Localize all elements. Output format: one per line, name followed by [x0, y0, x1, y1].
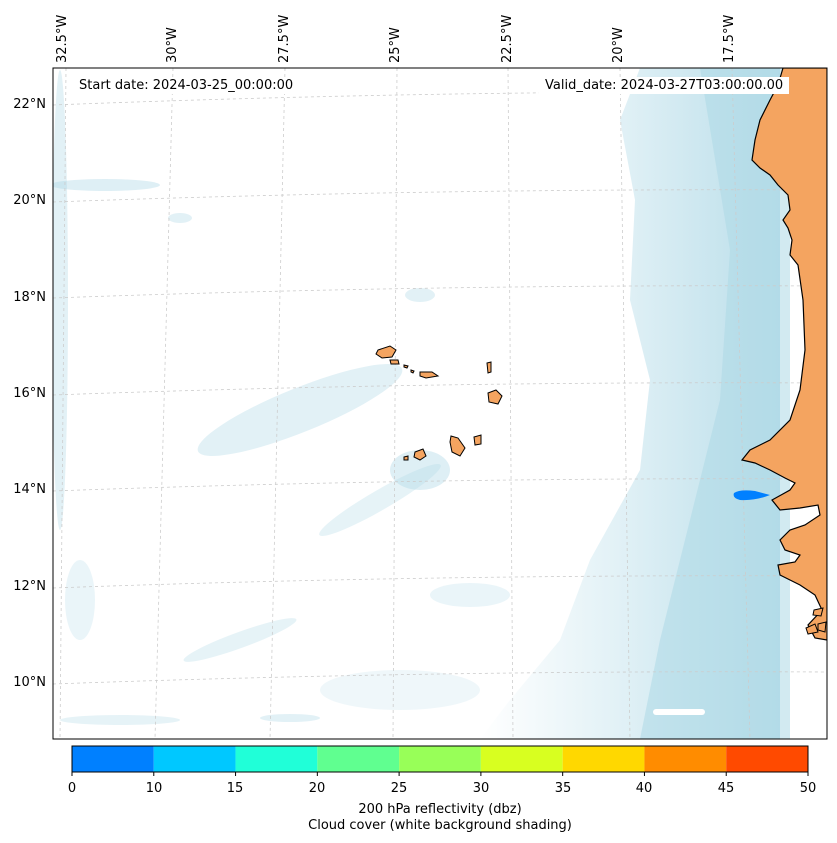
cloud-cover-shading: [53, 68, 790, 739]
valid-date-label: Valid_date: 2024-03-27T03:00:00.00: [539, 77, 790, 94]
lon-label-20w: 20°W: [611, 27, 626, 63]
map-area: [53, 68, 827, 739]
colorbar-segment: [153, 746, 236, 772]
lat-label-10n: 10°N: [13, 675, 46, 690]
lat-label-18n: 18°N: [13, 290, 46, 305]
lon-label-22-5w: 22.5°W: [500, 14, 515, 63]
africa-landmass: [740, 68, 827, 641]
lat-label-14n: 14°N: [13, 482, 46, 497]
lat-label-16n: 16°N: [13, 386, 46, 401]
colorbar-label: 200 hPa reflectivity (dbz): [358, 802, 522, 817]
gridlines: [53, 68, 827, 739]
colorbar-sublabel: Cloud cover (white background shading): [308, 818, 572, 833]
lon-label-30w: 30°W: [165, 27, 180, 63]
colorbar-segment: [399, 746, 481, 772]
lat-label-20n: 20°N: [13, 193, 46, 208]
colorbar: [71, 745, 809, 776]
colorbar-tick: 10: [145, 781, 163, 796]
lat-label-12n: 12°N: [13, 579, 46, 594]
colorbar-segment: [562, 746, 645, 772]
colorbar-tick: 20: [308, 781, 326, 796]
colorbar-segment: [644, 746, 727, 772]
colorbar-tick: 35: [554, 781, 572, 796]
reflectivity-cell: [733, 490, 770, 501]
colorbar-tick: 40: [635, 781, 653, 796]
coastal-islands: [805, 607, 827, 635]
colorbar-segment: [72, 746, 154, 772]
colorbar-tick: 45: [717, 781, 735, 796]
colorbar-segment: [317, 746, 400, 772]
colorbar-segment: [235, 746, 318, 772]
colorbar-tick: 50: [799, 781, 817, 796]
lat-label-22n: 22°N: [13, 97, 46, 112]
colorbar-tick: 30: [472, 781, 490, 796]
clear-sky-patch: [653, 709, 705, 715]
cape-verde-islands: [375, 345, 503, 461]
lon-label-32-5w: 32.5°W: [55, 14, 70, 63]
colorbar-tick: 0: [67, 781, 77, 796]
lon-label-27-5w: 27.5°W: [277, 14, 292, 63]
lon-label-17-5w: 17.5°W: [722, 14, 737, 63]
colorbar-frame: [71, 745, 809, 773]
map-frame: [52, 67, 828, 740]
colorbar-tick: 25: [390, 781, 408, 796]
lon-label-25w: 25°W: [388, 27, 403, 63]
colorbar-tick: 15: [226, 781, 244, 796]
start-date-label: Start date: 2024-03-25_00:00:00: [73, 77, 300, 94]
colorbar-segment: [726, 746, 808, 772]
colorbar-segment: [480, 746, 563, 772]
